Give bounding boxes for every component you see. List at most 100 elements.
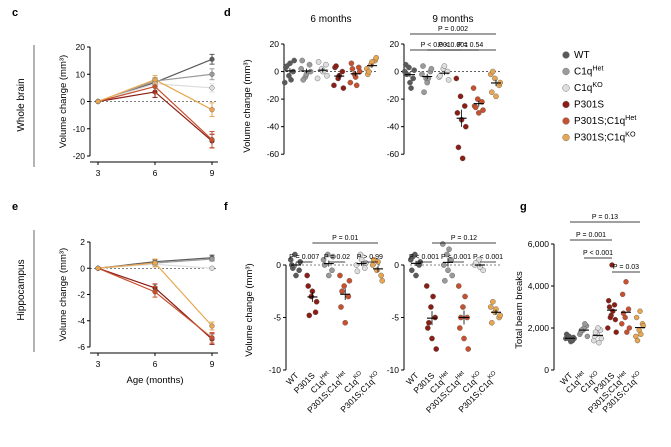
panel-d-right-y-tick-label: 0 [394,67,399,77]
data-point [281,79,288,86]
x-tick-label: 3 [96,168,101,178]
legend-marker [562,117,570,125]
p-value-label: P = 0.002 [438,26,468,33]
panel-d-right-y-tick-label: -60 [387,149,400,159]
p-value-label: P < 0.001 [473,254,503,261]
data-point [437,72,444,79]
data-point [306,61,313,68]
legend-label: P301S;C1qKO [574,130,636,144]
data-point [455,144,462,151]
data-point [488,89,495,96]
series-line [97,91,213,142]
data-point [411,67,418,73]
panel-e-y-tick-label: 2 [80,237,85,247]
panel-f-right-y-tick-label: -10 [387,365,400,375]
data-point [596,340,602,346]
data-point [420,63,426,69]
data-point [410,75,416,82]
panel-subtitle: 9 months [432,14,473,25]
data-point [461,335,467,342]
data-point [209,85,215,91]
data-point [488,319,495,326]
legend-label: P301S;C1qHet [574,113,636,127]
panel-d-right-y-tick-label: -20 [387,94,400,104]
data-point [306,312,313,319]
data-point [323,61,329,68]
legend-marker [562,133,570,142]
data-point [612,316,619,323]
data-point [439,241,446,247]
data-point [605,298,612,304]
y-axis-label: Volume change (mm³) [244,263,255,356]
data-point [610,308,616,314]
data-point [378,272,384,279]
data-point [307,68,314,75]
data-point [209,56,215,62]
data-point [402,61,409,68]
panel-c-y-tick-label: 20 [76,42,86,52]
data-point [606,304,613,310]
data-point [410,253,416,260]
data-point [348,60,355,67]
p-value-label: P = 0.54 [457,42,483,49]
data-point [324,72,330,79]
data-point [413,272,419,279]
data-point [423,283,430,289]
data-point [446,246,452,253]
panel-d-left-y-tick-label: 0 [274,67,279,77]
data-point [346,277,353,284]
panel-c-y-tick-label: -10 [73,124,86,134]
data-point [456,325,463,331]
panel-e-y-tick-label: -4 [77,316,85,326]
x-tick-label: 3 [96,359,101,369]
data-point [209,71,215,77]
data-point [290,68,296,75]
y-axis-label: Volume change (mm³) [242,59,253,152]
data-point [209,265,215,271]
p-value-label: P = 0.03 [613,264,639,271]
legend-label: C1qHet [574,64,604,78]
data-point [330,253,336,260]
data-point [637,308,643,314]
data-point [598,335,605,342]
data-point [292,251,298,258]
data-point [314,75,321,82]
data-point [582,321,588,327]
data-point [430,293,436,300]
panel-c-y-tick-label: 10 [76,69,86,79]
data-point [304,272,310,279]
data-point [353,82,360,89]
data-point [312,309,319,316]
data-point [609,262,615,268]
panel-e-y-tick-label: -2 [77,290,85,300]
data-point [442,277,448,284]
panel-d-left-y-tick-label: -40 [267,122,280,132]
data-point [457,93,464,100]
data-point [287,256,294,263]
panel-f-right-y-tick-label: 0 [394,260,399,270]
p-value-label: P = 0.001 [576,232,606,239]
data-point [638,331,644,337]
panel-letter: g [520,201,527,213]
data-point [95,98,101,105]
data-point [441,63,448,69]
data-point [373,54,380,61]
y-axis-label: Total beam breaks [514,271,525,349]
data-point [440,262,447,268]
data-point [339,288,345,295]
data-point [284,63,290,69]
data-point [357,251,364,258]
panel-d-left-y-tick-label: -60 [267,149,280,159]
data-point [296,267,302,274]
p-value-label: P = 0.02 [324,254,350,261]
row-label: Whole brain [16,78,27,131]
data-point [454,110,461,116]
data-point [455,283,462,289]
data-point [493,93,499,100]
p-value-label: P < 0.001 [583,250,613,257]
data-point [299,57,306,64]
data-point [408,267,415,274]
data-point [462,123,469,130]
data-point [209,107,215,113]
